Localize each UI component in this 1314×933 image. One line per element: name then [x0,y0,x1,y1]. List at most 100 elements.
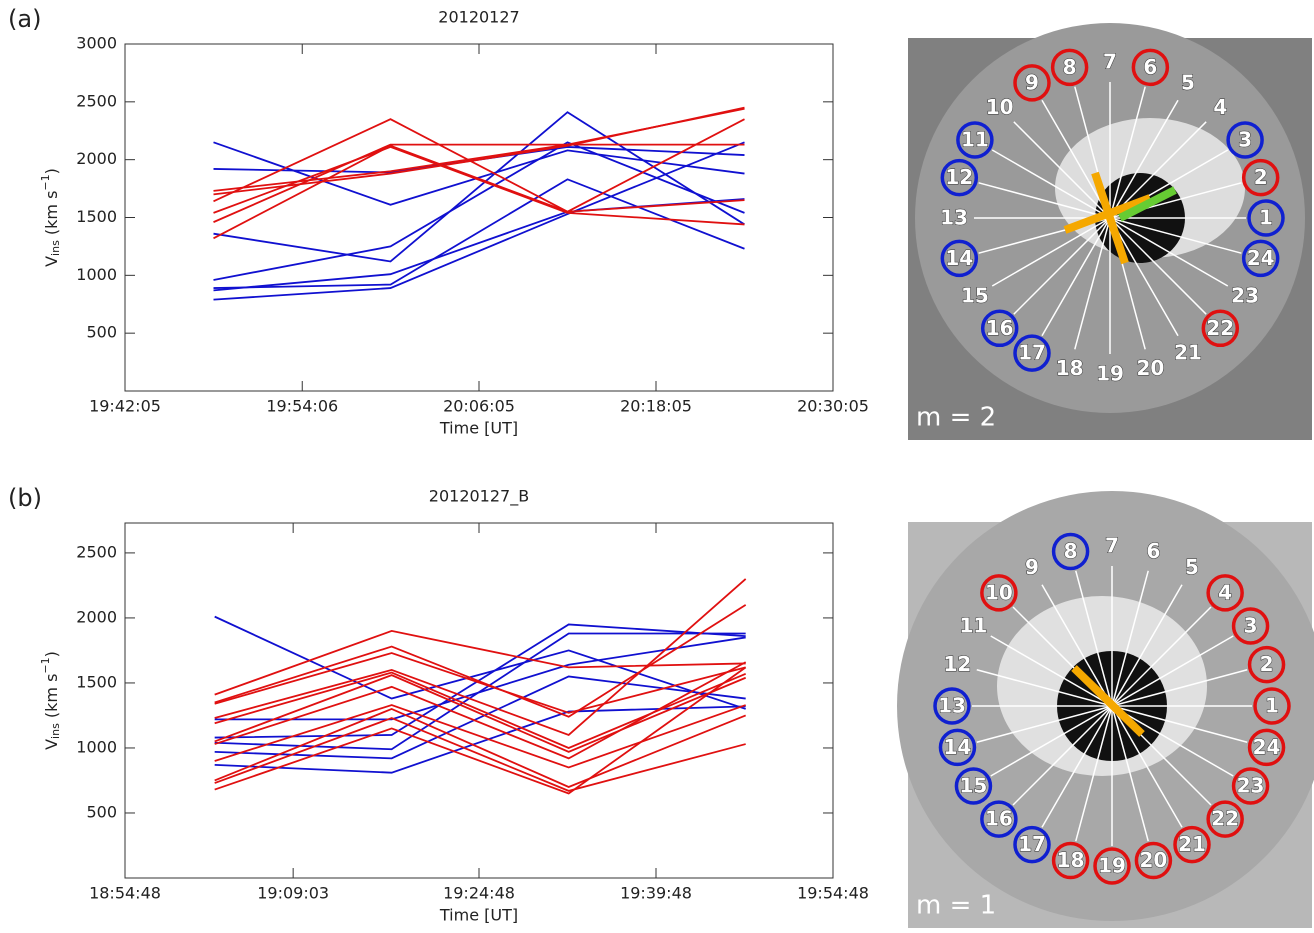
series-line [214,652,746,714]
series-line [214,629,746,696]
sector-label: 14 [944,735,972,759]
sector-label: 6 [1143,55,1157,79]
x-tick-label: 19:39:48 [620,884,692,903]
sector-label: 6 [1146,539,1160,563]
series-line [214,707,747,788]
sector-ring [1050,48,1089,87]
sector-label: 9 [1025,555,1039,579]
radial-line [1075,570,1113,707]
y-axis-title-part: (km s [42,674,61,724]
sector-ring [1247,199,1285,237]
y-tick-label: 1000 [76,737,117,756]
sector-label: 12 [945,165,973,189]
sector-ring [1247,645,1286,684]
series-line [214,578,747,736]
radial-line [1109,217,1229,287]
radial-line [990,705,1113,777]
x-tick-label: 20:18:05 [620,397,692,416]
sector-label: 3 [1238,128,1252,152]
y-axis-title-part: ) [42,168,61,174]
sector-label: 24 [1247,246,1275,270]
series-line [214,717,746,792]
y-axis-title-part: ) [42,651,61,657]
radial-line [1111,570,1149,707]
sector-ring [1241,158,1280,197]
x-axis-title: Time [UT] [439,419,518,438]
series-line [214,623,746,739]
radial-line [1111,669,1248,707]
sector-label: 7 [1105,534,1119,558]
sector-label: 19 [1096,362,1124,386]
radial-line [1111,705,1248,743]
plot-frame [124,522,834,879]
sector-label: 7 [1103,50,1117,74]
arrow-vertical [1091,171,1129,265]
x-tick-label: 19:42:05 [89,397,161,416]
sector-label: 18 [1056,356,1084,380]
y-axis-title-part: V [42,739,61,750]
sector-ring [1253,687,1291,725]
sector-ring [1173,825,1211,864]
chart-title: 20120127_B [429,487,529,507]
sector-label: 13 [940,206,968,230]
y-axis-title-part: ins [49,723,62,739]
radial-line [991,149,1111,219]
series-line [214,632,746,751]
sector-ring [980,800,1018,838]
sector-label: 18 [1057,848,1085,872]
sector-label: 3 [1244,614,1258,638]
radial-line [1013,121,1111,219]
series-line [214,666,747,795]
series-line [214,705,746,774]
x-tick-label: 18:54:48 [89,884,161,903]
sector-ring [1051,841,1090,880]
radial-line [1041,99,1111,219]
y-axis-title-part: ins [49,240,62,256]
panel-label: (a) [8,5,41,33]
sector-label: 15 [960,774,988,798]
radial-line [976,669,1113,707]
sector-label: 17 [1018,341,1046,365]
radial-line [1041,705,1113,828]
sector-ring [1013,334,1051,372]
radial-line [1111,705,1234,777]
y-tick-label: 1500 [76,207,117,226]
sector-ring [1201,309,1240,348]
y-tick-label: 1500 [76,672,117,691]
series-line [213,143,745,223]
sector-ring [940,239,979,278]
sector-label: 12 [944,652,972,676]
radial-line [1111,705,1183,828]
y-axis-title: Vins (km s−1) [39,651,62,750]
sector-label: 13 [938,694,966,718]
arrow-green [1118,186,1177,222]
x-tick-label: 19:54:48 [797,884,869,903]
sector-label: 16 [985,807,1013,831]
series-line [214,704,746,769]
sector-label: 20 [1136,356,1164,380]
y-tick-label: 2500 [76,91,117,110]
sector-ring [1051,532,1090,571]
sector-label: 21 [1178,832,1206,856]
radial-line [978,182,1111,219]
series-line [213,145,745,226]
panel-label: (b) [8,484,42,512]
sector-label: 2 [1254,165,1268,189]
y-tick-label: 2000 [76,607,117,626]
sector-label: 4 [1213,95,1227,119]
radial-line [1012,705,1113,806]
sector-label: 10 [986,95,1014,119]
radial-line [1041,584,1113,707]
radial-line [1075,705,1113,842]
sector-ring [1013,825,1051,864]
radial-line [1109,217,1179,337]
series-line [213,118,745,213]
sector-ring [1134,841,1173,880]
sector-ring [933,687,971,725]
series-line [213,141,745,206]
sector-label: 1 [1259,206,1273,230]
sector-ring [1231,767,1270,805]
series-line [213,198,745,292]
sector-label: 17 [1018,832,1046,856]
